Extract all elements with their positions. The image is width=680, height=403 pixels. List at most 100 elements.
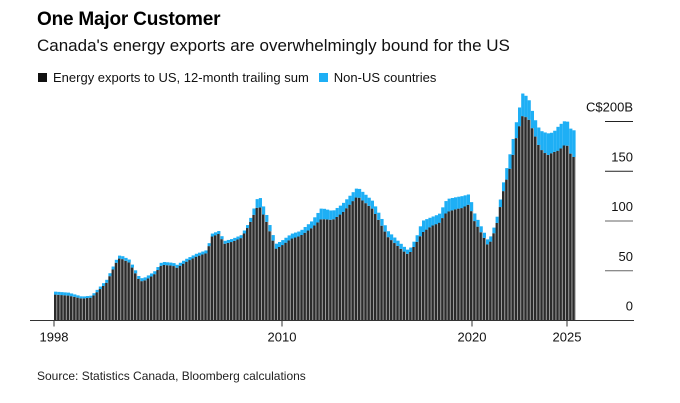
bar-non-us [271,235,275,241]
bar-non-us [265,214,269,222]
bar-non-us [57,291,61,295]
y-tick-label: 0 [626,299,633,314]
bar-us [351,201,354,321]
bar-us [300,235,303,321]
x-tick-label: 2020 [458,330,487,345]
bar-non-us [409,247,413,253]
legend-swatch-non-us [318,73,328,82]
bar-us [191,258,194,321]
bar-us [111,269,114,321]
bar-us [217,234,220,321]
bar-us [185,261,188,321]
y-tick-label: 50 [619,249,633,264]
bar-us [172,266,175,321]
x-tick-label: 1998 [40,330,69,345]
bar-non-us [210,233,214,237]
bar-non-us [338,205,342,215]
bar-non-us [134,270,138,274]
bar-non-us [524,95,528,118]
bar-us [233,240,236,321]
bar-us [297,236,300,321]
bar-non-us [364,194,368,204]
bar-non-us [242,230,246,234]
bar-non-us [460,196,464,209]
bar-non-us [198,252,202,256]
bar-us [242,233,245,321]
bar-us [150,276,153,321]
bar-us [540,150,543,321]
bar-us [546,154,549,321]
bar-us [393,243,396,321]
bar-us [313,225,316,321]
bar-us [246,228,249,321]
bar-non-us [422,220,426,232]
bar-non-us [386,231,390,238]
bar-us [431,225,434,321]
bar-non-us [476,219,480,227]
bar-us [316,222,319,321]
bar-us [118,258,121,321]
bar-us [252,214,255,321]
bar-non-us [178,262,182,266]
bar-us [492,233,495,321]
bar-us [380,225,383,321]
bar-non-us [473,213,477,222]
bar-us [444,213,447,321]
bar-us [201,254,204,321]
bar-us [63,295,66,321]
bar-us [412,246,415,321]
bar-us [143,280,146,321]
bar-us [255,207,258,321]
bar-us [466,204,469,321]
bar-us [521,116,524,321]
bar-non-us [185,258,189,262]
bar-non-us [226,239,230,243]
bar-us [329,219,332,321]
bar-non-us [246,225,250,229]
bar-non-us [351,192,355,202]
bar-us [530,128,533,321]
bar-us [92,295,95,321]
bar-us [137,278,140,321]
bar-non-us [146,275,150,279]
bar-non-us [342,202,346,212]
bar-us [98,289,101,321]
bar-non-us [127,259,131,263]
bar-us [210,236,213,321]
bar-non-us [393,237,397,244]
bar-us [127,262,130,321]
bar-non-us [98,286,102,290]
bar-non-us [172,263,176,267]
bar-us [178,265,181,321]
bar-us [198,255,201,321]
bar-non-us [489,236,493,242]
bar-us [236,239,239,321]
bar-us [348,204,351,321]
bar-us [447,211,450,321]
bar-us [121,259,124,321]
bar-us [140,281,143,321]
bar-us [310,228,313,321]
bar-us [486,244,489,321]
bar-non-us [89,295,93,298]
bar-non-us [335,207,339,217]
bar-us [60,295,63,321]
bar-us [434,224,437,321]
bar-us [207,246,210,321]
bar-non-us [425,219,429,230]
bar-us [374,214,377,321]
bar-us [182,263,185,321]
bar-non-us [543,132,547,154]
bar-non-us [278,241,282,247]
bar-non-us [60,292,64,296]
bar-non-us [566,121,570,146]
bar-us [383,231,386,321]
bar-us [303,232,306,321]
bar-non-us [217,231,221,235]
bar-non-us [114,259,118,263]
bar-non-us [182,260,186,264]
bar-non-us [79,296,83,299]
bar-non-us [201,251,205,255]
bar-non-us [130,264,134,268]
